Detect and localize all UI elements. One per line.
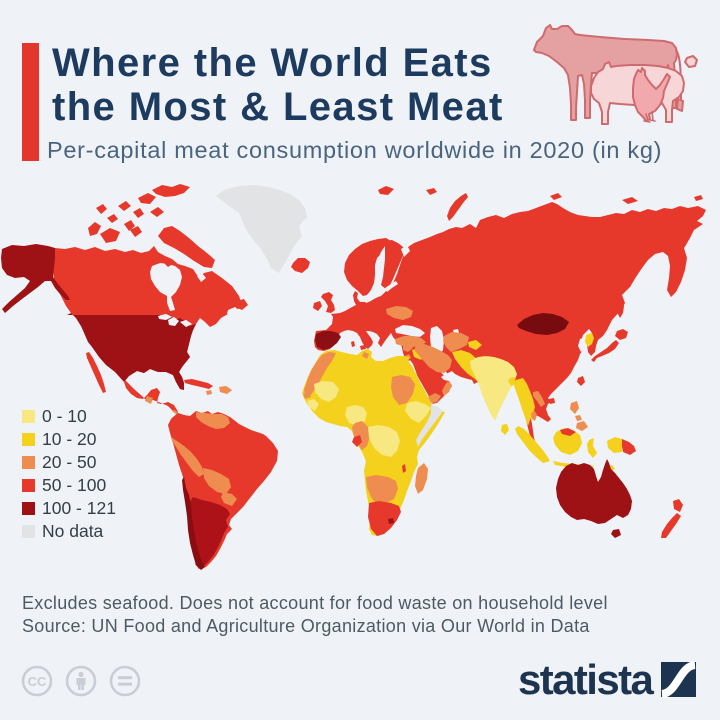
svg-text:statista: statista — [518, 656, 655, 703]
svg-text:CC: CC — [28, 674, 47, 689]
